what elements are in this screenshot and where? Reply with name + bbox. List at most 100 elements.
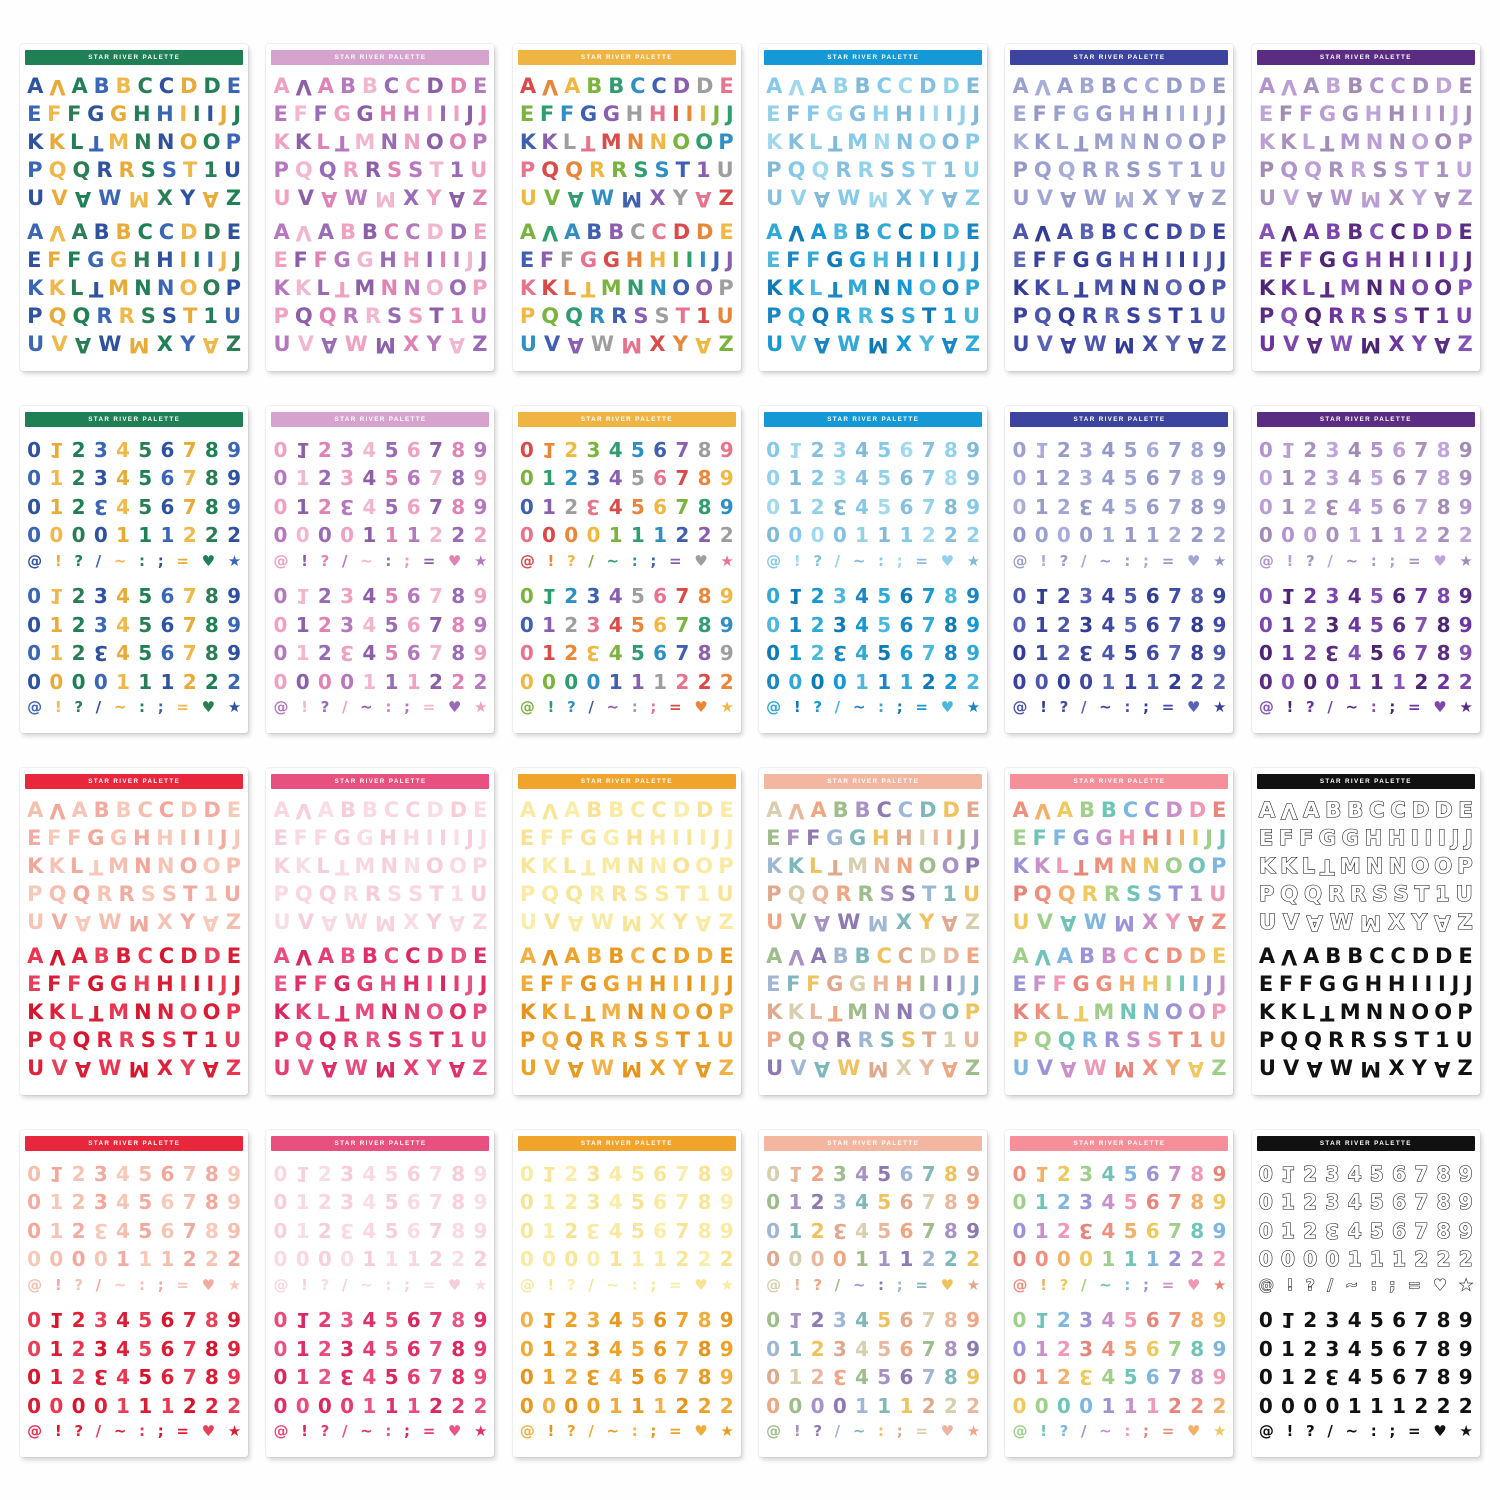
sticker-glyph: I — [452, 825, 461, 850]
sticker-glyph: 2 — [697, 523, 712, 548]
sticker-glyph: 4 — [362, 1218, 377, 1243]
sticker-glyph: 5 — [630, 437, 645, 462]
sticker-sheet[interactable]: STAR RIVER PALETTE 0 1 2 3 4 5 6 7 8 9 0 1 2 3 4 5 6 7 8 9 0 1… — [1005, 1130, 1234, 1457]
sticker-sheet[interactable]: STAR RIVER PALETTE 0 1 2 3 4 5 6 7 8 9 0 1 2 3 4 5 6 7 8 9 0 1… — [512, 1130, 741, 1457]
sticker-glyph: 7 — [429, 641, 443, 666]
sticker-glyph: 1 — [942, 157, 957, 182]
sticker-glyph: A — [813, 1057, 831, 1082]
sticker-glyph: F — [47, 825, 62, 850]
sticker-sheet[interactable]: STAR RIVER PALETTE 0 1 2 3 4 5 6 7 8 9 0 1 2 3 4 5 6 7 8 9 0 1… — [759, 1130, 988, 1457]
sticker-sheet[interactable]: STAR RIVER PALETTE 0 1 2 3 4 5 6 7 8 9 0 1 2 3 4 5 6 7 8 9 0 1… — [266, 406, 495, 733]
sticker-glyph: 2 — [966, 1247, 981, 1272]
sticker-glyph: 4 — [1347, 641, 1362, 666]
sticker-symbol-row: @!? / ~:; = ♥ ★ — [520, 553, 734, 569]
sticker-glyph: I — [192, 101, 201, 126]
sticker-glyph: 4 — [1101, 1190, 1116, 1215]
sticker-sheet[interactable]: STAR RIVER PALETTE 0 1 2 3 4 5 6 7 8 9 0 1 2 3 4 5 6 7 8 9 0 1… — [1251, 406, 1480, 733]
sticker-symbol: ; — [1389, 698, 1396, 717]
sticker-sheet[interactable]: STAR RIVER PALETTE A V A B B C C D D E E F F G G H H I I I J J… — [759, 44, 988, 371]
sticker-sheet[interactable]: STAR RIVER PALETTE 0 1 2 3 4 5 6 7 8 9 0 1 2 3 4 5 6 7 8 9 0 1… — [1005, 406, 1234, 733]
sticker-glyph: 6 — [899, 494, 914, 519]
sticker-sheet[interactable]: STAR RIVER PALETTE A V A B B C C D D E E F F G G H H I I I J J… — [1005, 768, 1234, 1095]
sticker-glyph: R — [857, 157, 874, 182]
sticker-glyph: 9 — [227, 494, 242, 519]
sticker-glyph: K — [27, 853, 44, 878]
sticker-glyph: 9 — [966, 437, 981, 462]
sticker-sheet[interactable]: STAR RIVER PALETTE A V A B B C C D D E E F F G G H H I I I J J… — [266, 768, 495, 1095]
sticker-glyph: 1 — [384, 1393, 399, 1418]
sticker-sheet[interactable]: STAR RIVER PALETTE 0 1 2 3 4 5 6 7 8 9 0 1 2 3 4 5 6 7 8 9 0 1… — [512, 406, 741, 733]
sticker-sheet[interactable]: STAR RIVER PALETTE A V A B B C C D D E E F F G G H H I I I J J… — [266, 44, 495, 371]
sticker-glyph: A — [448, 910, 466, 935]
sticker-glyph: I — [1411, 972, 1419, 997]
sticker-glyph: F — [559, 825, 575, 850]
sticker-glyph: M — [1113, 186, 1135, 211]
sticker-sheet[interactable]: STAR RIVER PALETTE A V A B B C C D D E E F F G G H H I I I J J… — [20, 44, 249, 371]
sticker-glyph: 2 — [810, 1308, 825, 1333]
sticker-sheet[interactable]: STAR RIVER PALETTE 0 1 2 3 4 5 6 7 8 9 0 1 2 3 4 5 6 7 8 9 0 1… — [759, 406, 988, 733]
sticker-sheet[interactable]: STAR RIVER PALETTE A V A B B C C D D E E F F G G H H I I I J J… — [512, 44, 741, 371]
sticker-glyph: 7 — [1414, 584, 1429, 609]
sticker-sheet[interactable]: STAR RIVER PALETTE 0 1 2 3 4 5 6 7 8 9 0 1 2 3 4 5 6 7 8 9 0 1… — [266, 1130, 495, 1457]
sticker-glyph: B — [1325, 73, 1342, 98]
sticker-sheet[interactable]: STAR RIVER PALETTE A V A B B C C D D E E F F G G H H I I I J J… — [512, 768, 741, 1095]
sticker-glyph: 1 — [1369, 1393, 1384, 1418]
sticker-sheet[interactable]: STAR RIVER PALETTE A V A B B C C D D E E F F G G H H I I I J J… — [759, 768, 988, 1095]
sticker-glyph: J — [219, 248, 228, 273]
sticker-glyph: 0 — [93, 1247, 108, 1272]
sticker-glyph: 0 — [788, 1247, 803, 1272]
sticker-glyph: 3 — [1079, 584, 1094, 609]
brand-label: STAR RIVER PALETTE — [580, 416, 673, 423]
sticker-glyph: 1 — [942, 881, 957, 906]
sticker-glyph: H — [1118, 825, 1136, 850]
sticker-glyph: 7 — [675, 1336, 690, 1361]
sticker-sheet[interactable]: STAR RIVER PALETTE A V A B B C C D D E E F F G G H H I I I J J… — [1251, 44, 1480, 371]
sticker-glyph: 0 — [519, 612, 534, 637]
sticker-glyph: 1 — [899, 523, 914, 548]
sticker-sheet[interactable]: STAR RIVER PALETTE A V A B B C C D D E E F F G G H H I I I J J… — [1005, 44, 1234, 371]
sticker-glyph: A — [71, 944, 88, 969]
sticker-glyph: 5 — [1369, 1218, 1384, 1243]
sticker-glyph: 6 — [406, 494, 421, 519]
sticker-sheet[interactable]: STAR RIVER PALETTE A V A B B C C D D E E F F G G H H I I I J J… — [1251, 768, 1480, 1095]
sticker-glyph: Z — [964, 909, 981, 934]
sticker-glyph: 0 — [340, 1393, 355, 1418]
brand-label: STAR RIVER PALETTE — [334, 778, 427, 785]
sticker-sheet[interactable]: STAR RIVER PALETTE 0 1 2 3 4 5 6 7 8 9 0 1 2 3 4 5 6 7 8 9 0 1… — [20, 406, 249, 733]
sticker-symbol: ~ — [360, 1275, 373, 1294]
sticker-glyph: 1 — [1281, 641, 1295, 666]
sticker-glyph: 0 — [766, 1336, 781, 1361]
sticker-glyph: 0 — [1012, 494, 1027, 519]
sticker-glyph: 9 — [719, 437, 734, 462]
sticker-glyph: 1 — [384, 1247, 399, 1272]
sticker-glyph: N — [156, 276, 175, 301]
sticker-sheet[interactable]: STAR RIVER PALETTE 0 1 2 3 4 5 6 7 8 9 0 1 2 3 4 5 6 7 8 9 0 1… — [20, 1130, 249, 1457]
sticker-symbol: : — [385, 551, 392, 570]
sticker-glyph: Q — [72, 157, 91, 182]
sticker-glyph: Z — [1211, 909, 1227, 934]
sticker-glyph: G — [579, 825, 598, 850]
sticker-glyph: 5 — [1369, 584, 1384, 609]
sticker-glyph: 9 — [227, 1308, 242, 1333]
sticker-glyph: D — [1411, 944, 1430, 969]
sticker-glyph: Q — [1280, 881, 1299, 906]
sticker-glyph: C — [158, 220, 175, 245]
sticker-glyph: A — [813, 333, 831, 358]
sticker-sheet[interactable]: STAR RIVER PALETTE A V A B B C C D D E E F F G G H H I I I J J… — [20, 768, 249, 1095]
sticker-glyph: 1 — [1145, 523, 1160, 548]
sticker-sheet[interactable]: STAR RIVER PALETTE 0 1 2 3 4 5 6 7 8 9 0 1 2 3 4 5 6 7 8 9 0 1… — [1251, 1130, 1480, 1457]
